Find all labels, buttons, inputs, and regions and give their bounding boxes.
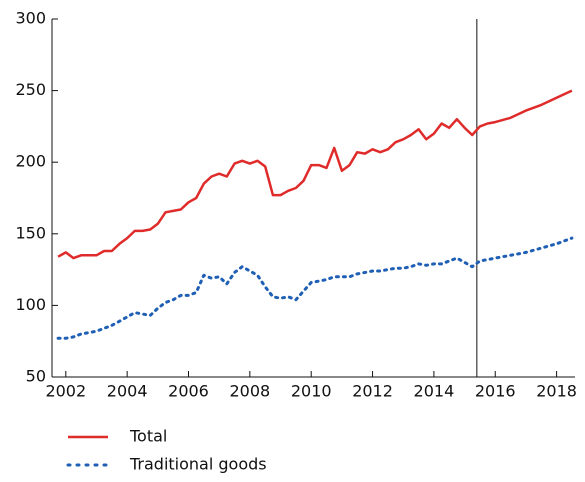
x-tick-label: 2008 — [229, 382, 270, 401]
series-line — [56, 236, 574, 340]
y-tick-label: 250 — [15, 80, 46, 99]
x-tick-label: 2012 — [352, 382, 393, 401]
y-tick-label: 150 — [15, 223, 46, 242]
x-tick-label: 2010 — [291, 382, 332, 401]
y-tick-label: 300 — [15, 9, 46, 28]
legend-label: Traditional goods — [129, 455, 267, 474]
y-tick-label: 100 — [15, 295, 46, 314]
x-tick-label: 2018 — [536, 382, 577, 401]
series-line — [57, 89, 573, 260]
x-tick-label: 2004 — [107, 382, 148, 401]
legend-label: Total — [129, 427, 167, 446]
x-tick-label: 2016 — [475, 382, 516, 401]
x-tick-label: 2002 — [45, 382, 86, 401]
y-tick-label: 50 — [26, 367, 46, 386]
x-tick-label: 2014 — [414, 382, 455, 401]
x-tick-label: 2006 — [168, 382, 209, 401]
y-tick-label: 200 — [15, 152, 46, 171]
